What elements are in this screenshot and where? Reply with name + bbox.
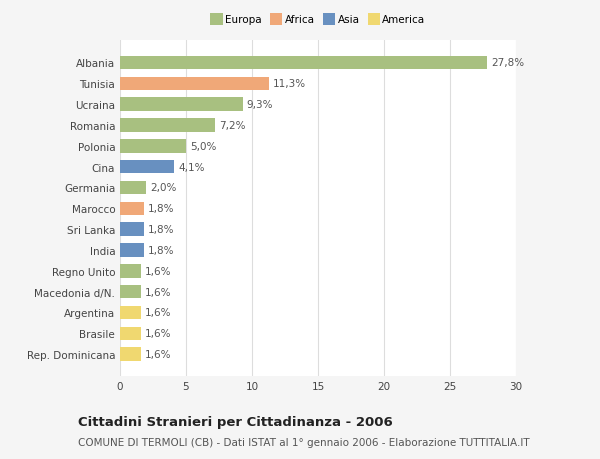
Bar bbox=[120, 98, 243, 112]
Text: 1,6%: 1,6% bbox=[145, 349, 172, 359]
Legend: Europa, Africa, Asia, America: Europa, Africa, Asia, America bbox=[208, 13, 428, 28]
Bar bbox=[120, 181, 146, 195]
Bar bbox=[120, 56, 487, 70]
Text: 1,6%: 1,6% bbox=[145, 308, 172, 318]
Text: 9,3%: 9,3% bbox=[247, 100, 273, 110]
Bar bbox=[120, 119, 215, 133]
Text: 1,6%: 1,6% bbox=[145, 287, 172, 297]
Text: 1,6%: 1,6% bbox=[145, 266, 172, 276]
Text: 1,8%: 1,8% bbox=[148, 204, 174, 214]
Text: 1,8%: 1,8% bbox=[148, 224, 174, 235]
Text: 1,6%: 1,6% bbox=[145, 329, 172, 339]
Text: 2,0%: 2,0% bbox=[151, 183, 177, 193]
Text: 1,8%: 1,8% bbox=[148, 246, 174, 255]
Text: 5,0%: 5,0% bbox=[190, 141, 217, 151]
Bar bbox=[120, 140, 186, 153]
Bar bbox=[120, 306, 141, 319]
Bar bbox=[120, 244, 144, 257]
Bar bbox=[120, 161, 174, 174]
Bar bbox=[120, 202, 144, 216]
Text: Cittadini Stranieri per Cittadinanza - 2006: Cittadini Stranieri per Cittadinanza - 2… bbox=[78, 415, 393, 428]
Bar bbox=[120, 77, 269, 91]
Bar bbox=[120, 285, 141, 299]
Bar bbox=[120, 223, 144, 236]
Text: 27,8%: 27,8% bbox=[491, 58, 524, 68]
Text: 11,3%: 11,3% bbox=[273, 79, 306, 89]
Bar bbox=[120, 327, 141, 341]
Bar bbox=[120, 347, 141, 361]
Text: 4,1%: 4,1% bbox=[178, 162, 205, 172]
Text: 7,2%: 7,2% bbox=[219, 121, 245, 131]
Text: COMUNE DI TERMOLI (CB) - Dati ISTAT al 1° gennaio 2006 - Elaborazione TUTTITALIA: COMUNE DI TERMOLI (CB) - Dati ISTAT al 1… bbox=[78, 437, 530, 447]
Bar bbox=[120, 264, 141, 278]
